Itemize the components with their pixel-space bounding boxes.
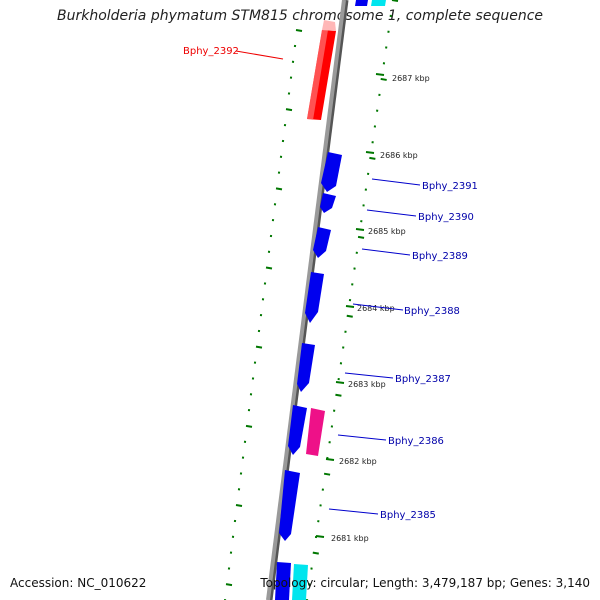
gene-bphy-2387[interactable] bbox=[297, 343, 315, 392]
kbp-tick-marks bbox=[315, 73, 385, 538]
kbp-label: 2684 kbp bbox=[357, 304, 395, 313]
scale-dot bbox=[255, 345, 263, 349]
scale-dot bbox=[346, 314, 353, 318]
gene-label-bphy-2386[interactable]: Bphy_2386 bbox=[388, 436, 444, 447]
scale-dot bbox=[357, 235, 365, 239]
feature-top-cyan[interactable] bbox=[371, 0, 386, 6]
kbp-label: 2683 kbp bbox=[348, 380, 386, 389]
gene-label-bphy-2388[interactable]: Bphy_2388 bbox=[404, 306, 460, 317]
gene-bphy-2392-arrowhead bbox=[322, 20, 336, 31]
outer-scale-dots bbox=[306, 0, 399, 600]
accession-text: Accession: NC_010622 bbox=[10, 576, 147, 590]
callout-line-bphy-2387 bbox=[344, 372, 394, 379]
gene-bphy-2392-shade bbox=[307, 30, 328, 120]
callout-line-bphy-2386 bbox=[337, 434, 387, 441]
callout-line-bphy-2392 bbox=[235, 50, 284, 60]
gene-label-bphy-2389[interactable]: Bphy_2389 bbox=[412, 251, 468, 262]
scale-dot bbox=[369, 156, 376, 160]
callout-line-bphy-2390 bbox=[366, 209, 417, 217]
tick-mark bbox=[315, 535, 325, 538]
gene-label-bphy-2392[interactable]: Bphy_2392 bbox=[183, 46, 239, 57]
gene-bphy-2385[interactable] bbox=[279, 470, 300, 541]
gene-bphy-2386-rna[interactable] bbox=[306, 408, 325, 456]
kbp-label: 2682 kbp bbox=[339, 457, 377, 466]
tick-mark bbox=[355, 228, 365, 231]
kbp-label: 2687 kbp bbox=[392, 74, 430, 83]
gene-bphy-2388[interactable] bbox=[305, 272, 324, 323]
gene-label-bphy-2385[interactable]: Bphy_2385 bbox=[380, 510, 436, 521]
scale-dot bbox=[235, 504, 243, 507]
scale-dot bbox=[245, 424, 253, 428]
feature-bottom-blue[interactable] bbox=[275, 562, 291, 600]
chromosome-backbone bbox=[266, 0, 346, 600]
kbp-label: 2681 kbp bbox=[331, 534, 369, 543]
callout-line-bphy-2388 bbox=[352, 303, 404, 311]
scale-dot bbox=[285, 108, 293, 112]
gene-label-bphy-2387[interactable]: Bphy_2387 bbox=[395, 374, 451, 385]
callout-line-bphy-2389 bbox=[361, 248, 411, 256]
topology-text: Topology: circular; Length: 3,479,187 bp… bbox=[260, 576, 590, 590]
scale-dot bbox=[265, 266, 273, 270]
feature-top-blue[interactable] bbox=[355, 0, 368, 6]
tick-mark bbox=[375, 73, 385, 76]
tick-mark bbox=[325, 458, 335, 461]
tick-mark bbox=[365, 151, 375, 154]
gene-bphy-2389[interactable] bbox=[313, 227, 331, 258]
scale-dot bbox=[335, 393, 342, 397]
gene-bphy-2390[interactable] bbox=[320, 193, 336, 213]
gene-label-bphy-2391[interactable]: Bphy_2391 bbox=[422, 181, 478, 192]
callout-line-bphy-2391 bbox=[371, 178, 421, 186]
tick-mark bbox=[345, 305, 355, 308]
scale-dot bbox=[323, 472, 331, 476]
feature-bottom-cyan[interactable] bbox=[292, 564, 308, 600]
kbp-label: 2685 kbp bbox=[368, 227, 406, 236]
scale-dot bbox=[380, 77, 387, 81]
scale-dot bbox=[312, 551, 319, 555]
scale-dot bbox=[295, 29, 303, 32]
tick-mark bbox=[335, 381, 345, 384]
scale-dot bbox=[391, 0, 399, 2]
kbp-label: 2686 kbp bbox=[380, 151, 418, 160]
inner-scale-dots bbox=[224, 29, 303, 600]
map-title: Burkholderia phymatum STM815 chromosome … bbox=[56, 8, 543, 24]
gene-bphy-2386[interactable] bbox=[288, 405, 307, 455]
scale-dot bbox=[225, 583, 233, 587]
scale-dot bbox=[275, 187, 283, 191]
gene-bphy-2391[interactable] bbox=[321, 152, 342, 192]
gene-label-bphy-2390[interactable]: Bphy_2390 bbox=[418, 212, 474, 223]
callout-line-bphy-2385 bbox=[328, 508, 379, 515]
